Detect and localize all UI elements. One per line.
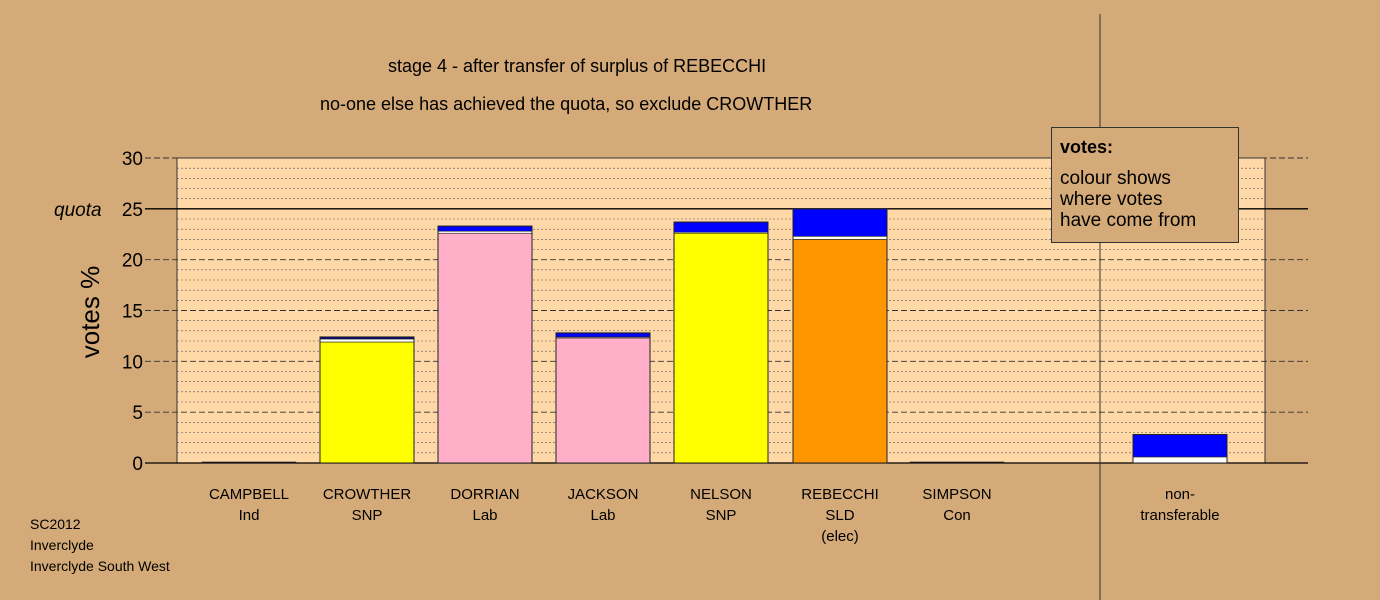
bar-segment — [555, 337, 651, 464]
quota-label: quota — [54, 200, 102, 221]
candidate-label: DORRIAN Lab — [420, 484, 550, 526]
bar-segment — [673, 221, 769, 233]
y-tick-label: 5 — [132, 403, 143, 424]
candidate-label: JACKSON Lab — [538, 484, 668, 526]
candidate-label-line: Lab — [590, 507, 616, 524]
candidate-label-line: CROWTHER — [322, 486, 412, 503]
bar-segment — [673, 232, 769, 464]
candidate-label-line: CAMPBELL — [208, 486, 290, 503]
bar-segment — [555, 332, 651, 338]
y-tick-label: 30 — [122, 149, 143, 170]
candidate-label-line: NELSON — [690, 486, 752, 503]
bar-segment — [201, 461, 297, 464]
bar-outline — [319, 336, 415, 464]
candidate-label-line: Lab — [472, 507, 498, 524]
bar-segment — [792, 239, 888, 464]
bar-segment — [792, 208, 888, 237]
source-line: Inverclyde South West — [30, 558, 170, 574]
candidate-label: NELSON SNP — [656, 484, 786, 526]
bar-outline — [437, 225, 533, 464]
y-tick-label: 20 — [122, 251, 143, 272]
legend-line: where votes — [1060, 189, 1163, 210]
candidate-label-line: DORRIAN — [450, 486, 520, 503]
bar-segment — [319, 341, 415, 464]
y-tick-label: 0 — [132, 454, 143, 475]
bar-outline — [792, 208, 888, 464]
bar-outline — [1132, 434, 1228, 464]
y-axis-label: votes % — [75, 266, 105, 359]
bar-segment — [909, 461, 1005, 464]
chart-subtitle: no-one else has achieved the quota, so e… — [320, 94, 813, 114]
bar-segment — [319, 338, 415, 343]
bar-segment — [437, 225, 533, 232]
candidate-label-line: SNP — [705, 507, 737, 524]
bar-segment — [792, 235, 888, 240]
y-tick-label: 10 — [122, 352, 143, 373]
candidate-label: SIMPSON Con — [892, 484, 1022, 526]
candidate-label-line: non- — [1164, 486, 1196, 503]
y-tick-label: 15 — [122, 302, 143, 323]
candidate-label-line: JACKSON — [567, 486, 639, 503]
bar-segment — [437, 232, 533, 464]
legend-line: colour shows — [1060, 168, 1171, 189]
candidate-label-line: SIMPSON — [922, 486, 992, 503]
legend: votes: colour shows where votes have com… — [1051, 127, 1239, 243]
candidate-label-line: REBECCHI — [801, 486, 879, 503]
candidate-label: REBECCHI SLD (elec) — [775, 484, 905, 547]
candidate-label-line: Ind — [238, 507, 260, 524]
candidate-label-line: Con — [943, 507, 971, 524]
bar-outline — [673, 221, 769, 464]
candidate-label-line: SLD — [825, 507, 855, 524]
bar-outline — [555, 332, 651, 464]
y-tick-label: 25 — [122, 200, 143, 221]
candidate-label-line: (elec) — [821, 528, 859, 545]
source-line: SC2012 — [30, 516, 81, 532]
candidate-label: non-transferable — [1115, 484, 1245, 526]
bar-segment — [1132, 456, 1228, 464]
bar-segment — [437, 230, 533, 234]
legend-line: have come from — [1060, 210, 1197, 231]
candidate-label: CROWTHER SNP — [302, 484, 432, 526]
legend-title: votes: — [1060, 137, 1114, 157]
chart-title: stage 4 - after transfer of surplus of R… — [388, 56, 767, 76]
bar-segment — [1132, 434, 1228, 458]
candidate-label-line: transferable — [1140, 507, 1220, 524]
candidate-label: CAMPBELL Ind — [184, 484, 314, 526]
candidate-label-line: SNP — [351, 507, 383, 524]
source-line: Inverclyde — [30, 537, 94, 553]
